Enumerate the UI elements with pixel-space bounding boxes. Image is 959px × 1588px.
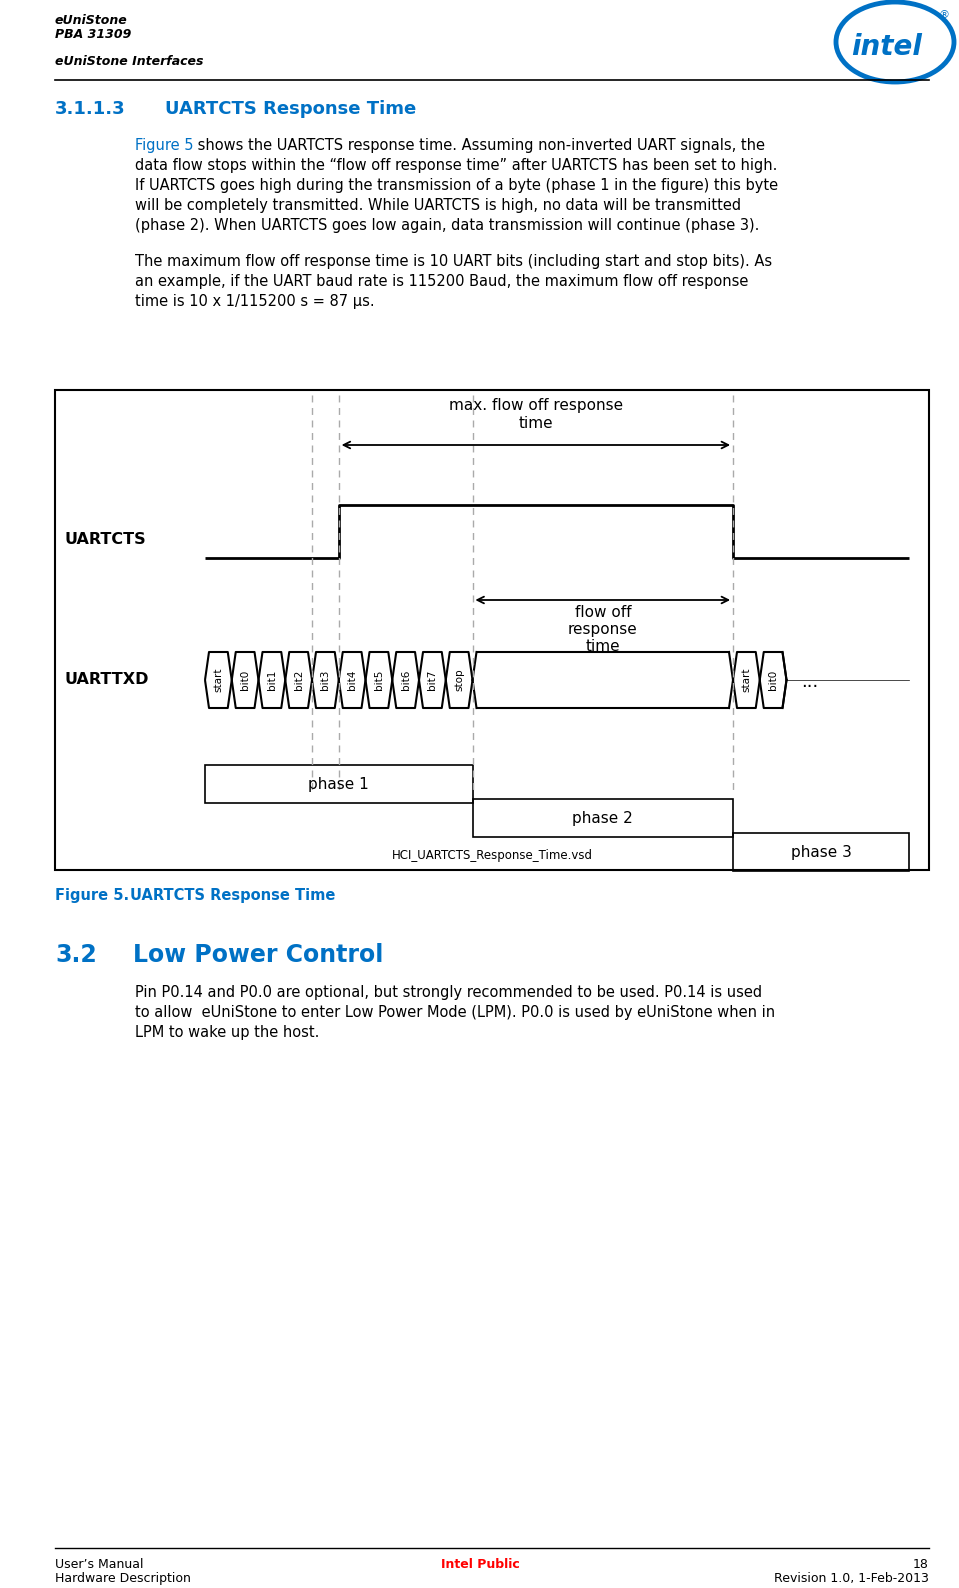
Text: bit2: bit2 <box>293 670 304 691</box>
Bar <box>473 799 733 837</box>
Text: phase 3: phase 3 <box>790 845 852 859</box>
Text: shows the UARTCTS response time. Assuming non-inverted UART signals, the: shows the UARTCTS response time. Assumin… <box>193 138 765 152</box>
Bar <box>733 834 909 870</box>
Text: bit3: bit3 <box>320 670 331 691</box>
Text: start: start <box>741 667 751 692</box>
Text: intel: intel <box>852 33 923 60</box>
Text: 3.1.1.3: 3.1.1.3 <box>55 100 126 118</box>
Text: bit7: bit7 <box>428 670 437 691</box>
Text: eUniStone: eUniStone <box>55 14 128 27</box>
Text: bit0: bit0 <box>240 670 250 691</box>
Text: bit4: bit4 <box>347 670 357 691</box>
Text: stop: stop <box>455 669 464 691</box>
Text: eUniStone Interfaces: eUniStone Interfaces <box>55 56 203 68</box>
Text: Hardware Description: Hardware Description <box>55 1572 191 1585</box>
Text: time is 10 x 1/115200 s = 87 µs.: time is 10 x 1/115200 s = 87 µs. <box>135 294 375 310</box>
Text: will be completely transmitted. While UARTCTS is high, no data will be transmitt: will be completely transmitted. While UA… <box>135 198 741 213</box>
Text: phase 1: phase 1 <box>309 777 369 791</box>
Text: phase 2: phase 2 <box>573 810 633 826</box>
Text: Figure 5: Figure 5 <box>135 138 194 152</box>
Text: max. flow off response: max. flow off response <box>449 399 623 413</box>
Text: flow off: flow off <box>574 605 631 619</box>
Text: time: time <box>585 638 620 654</box>
Text: bit0: bit0 <box>768 670 778 691</box>
Text: Intel Public: Intel Public <box>440 1558 520 1571</box>
Text: LPM to wake up the host.: LPM to wake up the host. <box>135 1024 319 1040</box>
Text: response: response <box>568 622 638 637</box>
Text: bit6: bit6 <box>401 670 410 691</box>
Text: The maximum flow off response time is 10 UART bits (including start and stop bit: The maximum flow off response time is 10… <box>135 254 772 268</box>
Text: start: start <box>213 667 223 692</box>
Text: data flow stops within the “flow off response time” after UARTCTS has been set t: data flow stops within the “flow off res… <box>135 157 778 173</box>
Text: (phase 2). When UARTCTS goes low again, data transmission will continue (phase 3: (phase 2). When UARTCTS goes low again, … <box>135 218 760 233</box>
Text: PBA 31309: PBA 31309 <box>55 29 131 41</box>
Text: User’s Manual: User’s Manual <box>55 1558 144 1571</box>
Text: bit5: bit5 <box>374 670 384 691</box>
Text: UARTCTS: UARTCTS <box>65 532 147 548</box>
Text: HCI_UARTCTS_Response_Time.vsd: HCI_UARTCTS_Response_Time.vsd <box>391 850 593 862</box>
Text: 18: 18 <box>913 1558 929 1571</box>
Bar <box>205 765 473 804</box>
Text: Revision 1.0, 1-Feb-2013: Revision 1.0, 1-Feb-2013 <box>774 1572 929 1585</box>
Text: to allow  eUniStone to enter Low Power Mode (LPM). P0.0 is used by eUniStone whe: to allow eUniStone to enter Low Power Mo… <box>135 1005 775 1019</box>
Text: 3.2: 3.2 <box>55 943 97 967</box>
Text: ®: ® <box>939 10 950 21</box>
Text: bit1: bit1 <box>267 670 277 691</box>
Text: time: time <box>519 416 553 430</box>
Text: UARTCTS Response Time: UARTCTS Response Time <box>130 888 336 904</box>
Text: Figure 5.: Figure 5. <box>55 888 129 904</box>
Text: UARTCTS Response Time: UARTCTS Response Time <box>165 100 416 118</box>
Text: If UARTCTS goes high during the transmission of a byte (phase 1 in the figure) t: If UARTCTS goes high during the transmis… <box>135 178 778 194</box>
Text: Low Power Control: Low Power Control <box>133 943 384 967</box>
Text: UARTTXD: UARTTXD <box>65 672 150 688</box>
Text: an example, if the UART baud rate is 115200 Baud, the maximum flow off response: an example, if the UART baud rate is 115… <box>135 275 748 289</box>
Text: Pin P0.14 and P0.0 are optional, but strongly recommended to be used. P0.14 is u: Pin P0.14 and P0.0 are optional, but str… <box>135 985 762 1000</box>
Bar <box>55 391 929 870</box>
Text: ...: ... <box>802 673 819 691</box>
